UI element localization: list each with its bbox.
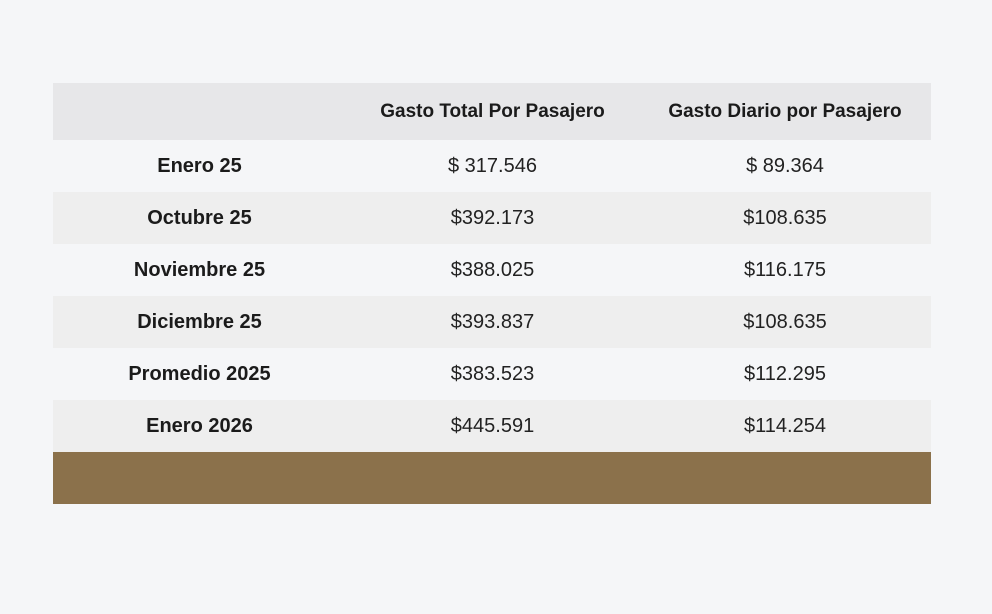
daily-value: $112.295 bbox=[744, 362, 826, 385]
table-row: Octubre 25 $392.173 $108.635 bbox=[53, 192, 931, 244]
daily-value: $108.635 bbox=[743, 310, 827, 333]
total-value: $388.025 bbox=[450, 258, 535, 281]
row-label: Octubre 25 bbox=[147, 206, 252, 229]
total-value: $383.523 bbox=[450, 362, 535, 385]
row-label: Diciembre 25 bbox=[137, 310, 262, 333]
footer-color-band bbox=[53, 452, 931, 504]
header-gasto-total: Gasto Total Por Pasajero bbox=[380, 100, 605, 122]
table-row: Enero 2026 $445.591 $114.254 bbox=[53, 400, 931, 452]
daily-value: $116.175 bbox=[744, 258, 826, 281]
total-value: $392.173 bbox=[450, 206, 535, 229]
total-value: $ 317.546 bbox=[448, 154, 537, 177]
daily-value: $114.254 bbox=[744, 414, 826, 437]
table-row: Promedio 2025 $383.523 $112.295 bbox=[53, 348, 931, 400]
row-label: Enero 25 bbox=[157, 154, 242, 177]
total-value: $445.591 bbox=[450, 414, 535, 437]
row-label: Promedio 2025 bbox=[128, 362, 271, 385]
total-value: $393.837 bbox=[450, 310, 535, 333]
daily-value: $ 89.364 bbox=[746, 154, 824, 177]
expense-table: Gasto Total Por Pasajero Gasto Diario po… bbox=[53, 83, 931, 504]
table-row: Enero 25 $ 317.546 $ 89.364 bbox=[53, 140, 931, 192]
footer-band-left bbox=[53, 452, 346, 504]
row-label: Noviembre 25 bbox=[133, 258, 266, 281]
header-gasto-diario: Gasto Diario por Pasajero bbox=[668, 100, 902, 122]
table-row: Diciembre 25 $393.837 $108.635 bbox=[53, 296, 931, 348]
header-empty-cell bbox=[53, 83, 346, 140]
table-row: Noviembre 25 $388.025 $116.175 bbox=[53, 244, 931, 296]
table-header-row: Gasto Total Por Pasajero Gasto Diario po… bbox=[53, 83, 931, 140]
row-label: Enero 2026 bbox=[146, 414, 253, 437]
daily-value: $108.635 bbox=[743, 206, 827, 229]
